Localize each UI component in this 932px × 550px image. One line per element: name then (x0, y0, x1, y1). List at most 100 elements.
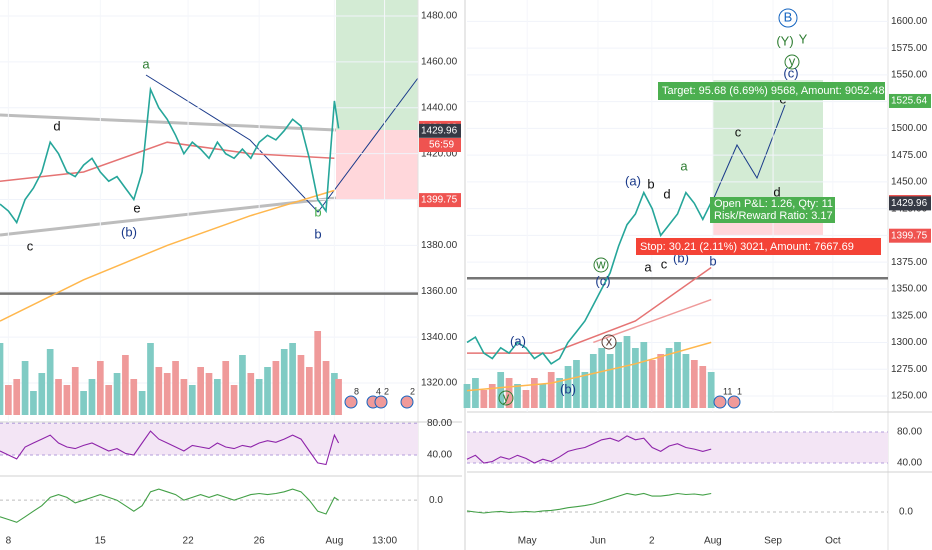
volume-bar (530, 378, 538, 408)
wave-label: w (595, 256, 606, 271)
volume-bar (214, 379, 221, 415)
volume-bar (463, 384, 471, 408)
volume-bar (197, 367, 204, 415)
x-tick-label: Jun (590, 536, 606, 547)
volume-bar (138, 391, 146, 415)
volume-bar (230, 385, 238, 415)
moving-average (593, 298, 712, 344)
volume-bar (690, 360, 698, 408)
oscillator-line (466, 492, 712, 514)
volume-bar (172, 361, 179, 415)
volume-bar (665, 348, 673, 408)
x-tick-label: Aug (704, 536, 722, 547)
volume-bar (480, 390, 488, 408)
pnl-box (710, 197, 835, 223)
volume-bar (21, 361, 29, 415)
wave-label: b (314, 204, 321, 219)
wave-label: y (789, 53, 796, 68)
wave-label: Y (799, 31, 808, 46)
price-label-box (889, 93, 931, 108)
volume-bar (30, 391, 37, 415)
target-box (658, 82, 885, 100)
badge-label: 8 (354, 386, 359, 396)
wave-label: y (503, 389, 510, 404)
volume-bar (147, 343, 154, 415)
price-label-box (889, 196, 931, 211)
price-label: 1429.96 (891, 198, 928, 209)
event-badge (374, 395, 388, 409)
price-label-box (889, 228, 931, 243)
wave-label: (a) (625, 173, 641, 188)
wave-label: c (27, 238, 34, 253)
volume-bar (255, 379, 263, 415)
y-tick-label: 1460.00 (421, 57, 458, 68)
volume-bar (222, 361, 230, 415)
event-badge (713, 395, 727, 409)
countdown-box (419, 138, 461, 152)
volume-bar (130, 379, 138, 415)
volume-bar (0, 343, 4, 415)
badge-label: 1 (737, 386, 742, 396)
volume-bar (5, 385, 12, 415)
wave-label: a (644, 259, 652, 274)
volume-bar (699, 366, 707, 408)
y-tick-label: 40.00 (897, 458, 922, 469)
x-tick-label: May (518, 536, 537, 547)
pnl-text: Open P&L: 1.26, Qty: 11 (714, 198, 833, 210)
y-tick-label: 1480.00 (421, 11, 458, 22)
price-label-box (419, 193, 461, 208)
volume-bar (648, 360, 656, 408)
y-tick-label: 80.00 (897, 427, 922, 438)
volume-bar (55, 379, 62, 415)
volume-bar (297, 355, 305, 415)
volume-bar (180, 379, 188, 415)
loss-zone (336, 130, 418, 200)
volume-bar (682, 354, 690, 408)
volume-bar (88, 379, 96, 415)
wave-label: a (142, 56, 150, 71)
volume-bar (63, 385, 71, 415)
price-label: 1525.64 (891, 96, 928, 107)
projection-path (712, 104, 786, 201)
wave-label: b (647, 176, 654, 191)
volume-bar (657, 354, 665, 408)
y-tick-label: 1440.00 (421, 102, 458, 113)
price-line (466, 190, 712, 365)
y-tick-label: 1350.00 (891, 284, 928, 295)
y-tick-label: 1420.00 (421, 148, 458, 159)
x-tick-label: 15 (95, 536, 107, 547)
event-badge (400, 395, 414, 409)
volume-bar (640, 342, 648, 408)
wave-circle (601, 334, 617, 350)
volume-bar (96, 361, 104, 415)
volume-bar (514, 384, 521, 408)
countdown: 56:59 (429, 140, 454, 151)
y-tick-label: 1360.00 (421, 286, 458, 297)
y-tick-label: 1575.00 (891, 43, 928, 54)
wave-label: c (735, 124, 742, 139)
volume-bar (556, 378, 563, 408)
x-tick-label: 26 (254, 536, 266, 547)
y-tick-label: 1475.00 (891, 150, 928, 161)
price-label-box (419, 123, 461, 138)
y-tick-label: 1250.00 (891, 391, 928, 402)
volume-bar (522, 390, 530, 408)
y-tick-label: 1600.00 (891, 16, 928, 27)
stop-text: Stop: 30.21 (2.11%) 3021, Amount: 7667.6… (640, 241, 854, 253)
moving-average (466, 341, 712, 392)
wave-label: (Y) (776, 33, 793, 48)
volume-bar (71, 367, 79, 415)
wave-label: d (663, 186, 670, 201)
volume-bar (80, 391, 87, 415)
volume-bar (155, 367, 163, 415)
y-tick-label: 0.0 (899, 507, 913, 518)
wave-circle (784, 54, 800, 70)
trend-line (0, 196, 337, 237)
y-tick-label: 40.00 (427, 450, 452, 461)
volume-bar (113, 373, 121, 415)
x-tick-label: Aug (326, 536, 344, 547)
volume-bar (539, 384, 547, 408)
volume-bar (335, 379, 342, 415)
volume-bar (188, 385, 196, 415)
wave-label: b (314, 226, 321, 241)
